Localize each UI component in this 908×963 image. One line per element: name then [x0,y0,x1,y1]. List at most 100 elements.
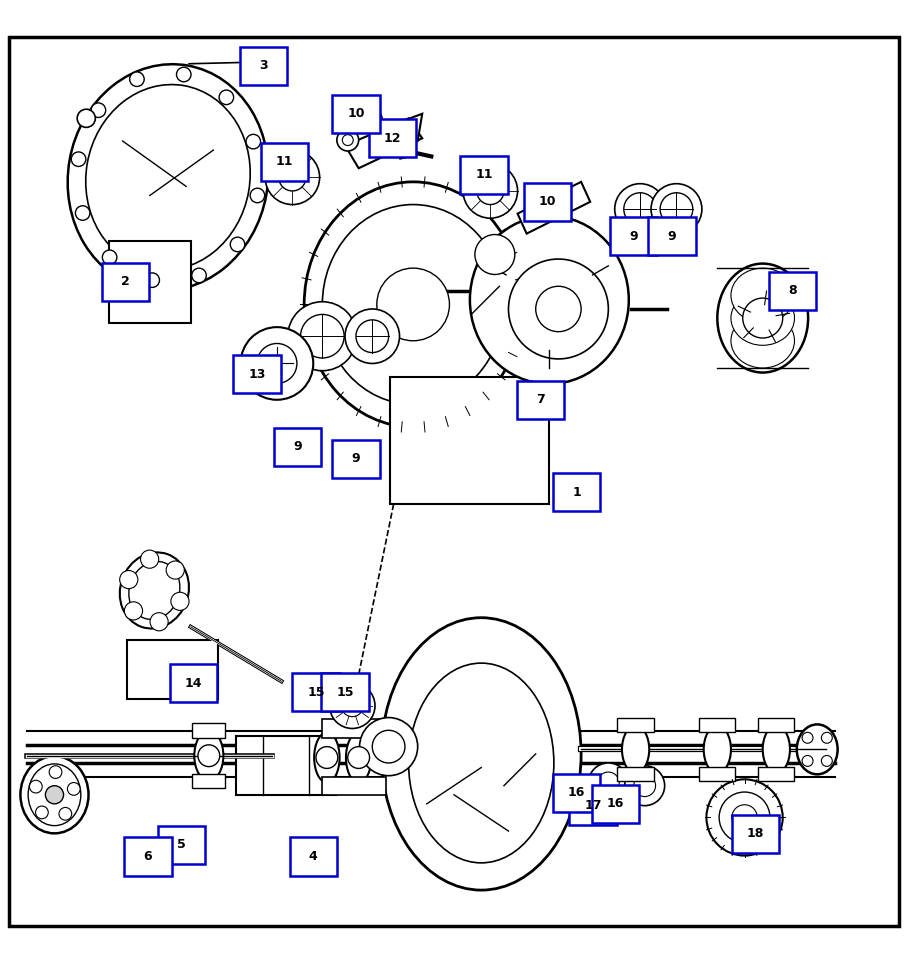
Text: 16: 16 [568,787,586,799]
Text: 11: 11 [275,155,293,169]
Circle shape [615,184,666,235]
Circle shape [360,717,418,775]
FancyBboxPatch shape [261,143,308,181]
Bar [758,767,794,781]
Ellipse shape [704,726,731,773]
Circle shape [719,792,770,843]
FancyBboxPatch shape [610,218,657,255]
Circle shape [316,746,338,768]
Circle shape [145,273,160,287]
Circle shape [732,805,757,830]
Text: 14: 14 [184,677,202,690]
Circle shape [597,772,619,794]
Circle shape [330,683,375,728]
Ellipse shape [797,724,837,774]
FancyBboxPatch shape [732,815,779,853]
Ellipse shape [731,268,794,323]
Circle shape [176,67,191,82]
FancyBboxPatch shape [517,380,564,419]
FancyBboxPatch shape [292,673,340,712]
Circle shape [231,237,245,251]
FancyBboxPatch shape [102,263,149,300]
FancyBboxPatch shape [321,673,369,712]
Circle shape [29,780,42,793]
FancyBboxPatch shape [124,838,172,875]
Text: 11: 11 [475,169,493,181]
Circle shape [802,732,813,743]
Circle shape [77,109,95,127]
Ellipse shape [28,764,81,825]
Circle shape [279,164,306,191]
Text: 7: 7 [536,393,545,406]
Bar [109,241,191,323]
Ellipse shape [763,726,790,773]
Circle shape [35,806,48,819]
Text: 1: 1 [572,486,581,499]
Ellipse shape [409,664,554,863]
Text: 10: 10 [347,107,365,120]
Bar [699,767,735,781]
Ellipse shape [731,314,794,368]
FancyBboxPatch shape [274,428,321,466]
Circle shape [624,193,656,225]
FancyBboxPatch shape [158,825,205,864]
Ellipse shape [470,216,628,384]
Circle shape [743,299,783,338]
Text: 17: 17 [584,799,602,812]
Circle shape [265,150,320,204]
FancyBboxPatch shape [553,774,600,812]
Circle shape [651,184,702,235]
Circle shape [634,775,656,796]
Text: 6: 6 [143,850,153,863]
Circle shape [660,193,693,225]
Circle shape [822,755,833,767]
Circle shape [124,602,143,620]
Bar [192,723,225,738]
Circle shape [588,763,628,803]
Circle shape [120,570,138,588]
Bar [192,774,225,789]
Polygon shape [400,150,418,159]
Text: 15: 15 [336,686,354,698]
Circle shape [356,320,389,352]
FancyBboxPatch shape [170,664,217,702]
Circle shape [246,135,261,149]
Text: 9: 9 [351,453,360,465]
Circle shape [536,286,581,331]
FancyBboxPatch shape [332,94,380,133]
Ellipse shape [731,291,794,346]
Text: 5: 5 [177,838,186,851]
Circle shape [72,152,86,167]
Circle shape [75,206,90,221]
Circle shape [198,744,220,767]
Text: 12: 12 [383,132,401,144]
Circle shape [241,327,313,400]
Ellipse shape [346,733,371,783]
Text: 9: 9 [293,440,302,454]
Bar [322,776,386,794]
Ellipse shape [20,756,88,833]
FancyBboxPatch shape [553,474,600,511]
Circle shape [337,129,359,151]
Circle shape [475,235,515,274]
Bar [127,640,218,699]
Circle shape [706,779,783,855]
Polygon shape [386,114,422,153]
FancyBboxPatch shape [769,272,816,310]
Polygon shape [518,182,590,234]
Text: 13: 13 [248,368,266,380]
Bar [617,717,654,732]
Circle shape [250,188,264,203]
FancyBboxPatch shape [524,183,571,221]
Circle shape [345,309,400,363]
Bar [322,719,386,738]
Bar [758,717,794,732]
Circle shape [171,592,189,611]
Circle shape [365,115,376,125]
Circle shape [822,732,833,743]
Circle shape [348,746,370,768]
Text: 10: 10 [538,195,557,208]
Text: 4: 4 [309,850,318,863]
Circle shape [91,103,105,117]
Circle shape [377,268,449,341]
